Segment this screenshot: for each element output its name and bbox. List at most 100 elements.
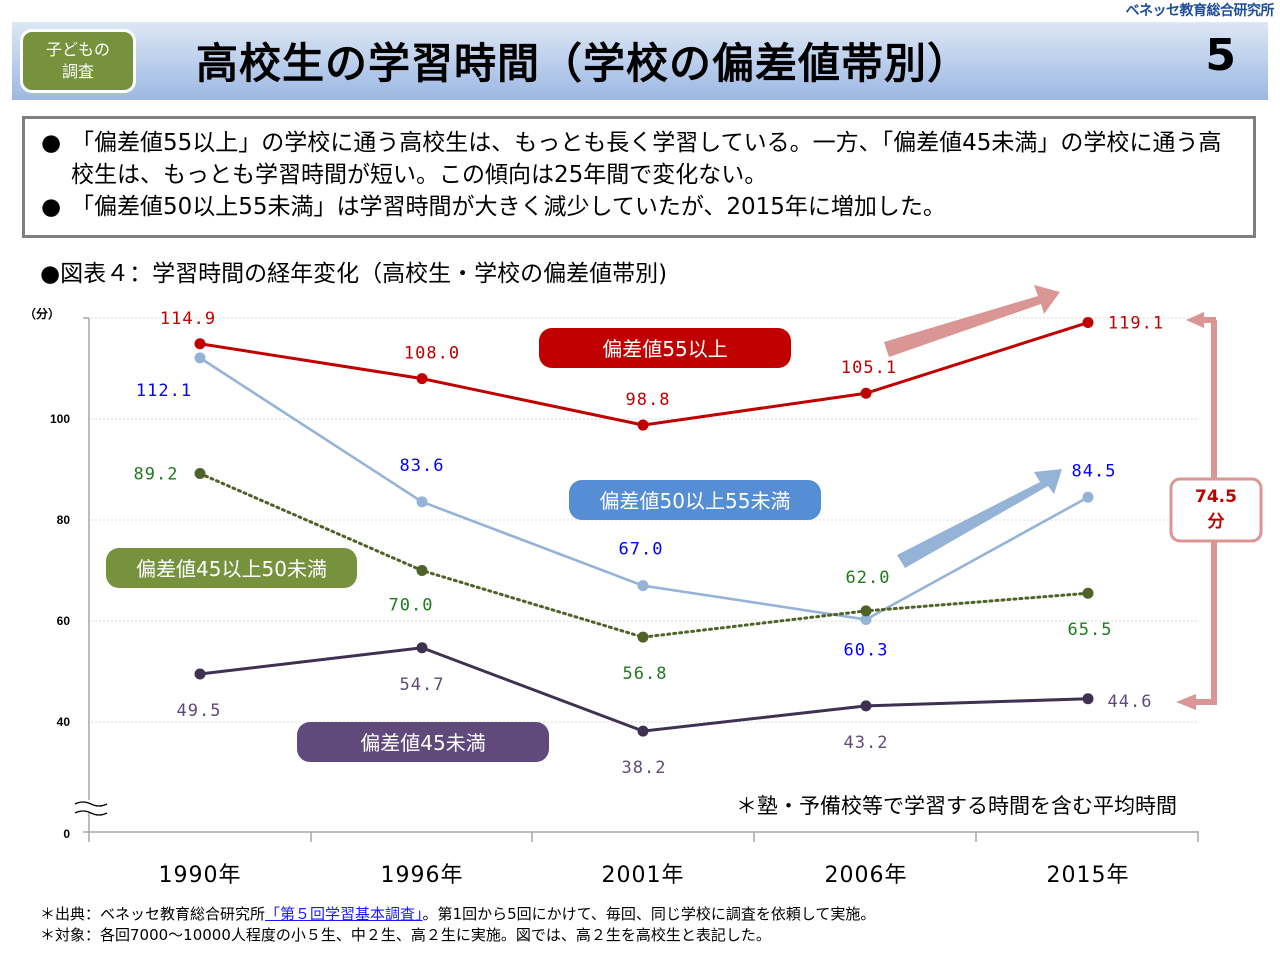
chart-note: ＊塾・予備校等で学習する時間を含む平均時間 (736, 794, 1177, 818)
data-label: 49.5 (177, 701, 222, 721)
red-trend-arrow-icon (884, 285, 1060, 357)
data-label: 56.8 (623, 664, 668, 684)
series-pill: 偏差値55以上 (539, 328, 791, 368)
footer-source: ＊出典：ベネッセ教育総合研究所「第５回学習基本調査」。第1回から5回にかけて、毎… (40, 904, 875, 925)
series-name: 偏差値50以上55未満 (600, 489, 791, 513)
series (194, 317, 1094, 737)
gap-arrow-bottom-icon (1176, 694, 1196, 710)
data-label: 89.2 (134, 465, 179, 485)
gap-box (1169, 477, 1263, 543)
data-label: 43.2 (844, 733, 889, 753)
y-tick-label: 80 (57, 513, 71, 527)
footer-source-prefix: ＊出典：ベネッセ教育総合研究所 (40, 905, 266, 923)
data-labels: 114.9 108.0 98.8 105.1 119.1 112.1 83.6 67.0 60.… (134, 309, 1164, 778)
figure-title: ●図表４：学習時間の経年変化（高校生・学校の偏差値帯別) (40, 261, 668, 287)
data-label: 84.5 (1072, 461, 1117, 481)
organization-name: ベネッセ教育総合研究所 (1125, 3, 1275, 19)
data-point (637, 725, 649, 737)
data-point (1082, 693, 1094, 705)
data-label: 62.0 (846, 568, 891, 588)
footer: ＊出典：ベネッセ教育総合研究所「第５回学習基本調査」。第1回から5回にかけて、毎… (40, 904, 875, 946)
badge-line-1: 子どもの (45, 40, 110, 59)
gap-value: 74.5 (1195, 487, 1237, 507)
pill-background (297, 722, 549, 762)
badge-line-2: 調査 (61, 62, 94, 81)
x-tick-label: 1996年 (381, 863, 464, 888)
data-label: 65.5 (1068, 620, 1113, 640)
series-pill: 偏差値50以上55未満 (569, 480, 821, 520)
x-tick-label: 1990年 (159, 863, 242, 888)
axis-break-gap (74, 800, 106, 812)
data-point (194, 352, 206, 364)
x-tick-label: 2001年 (602, 863, 685, 888)
series-pill: 偏差値45以上50未満 (106, 548, 357, 588)
gap-unit: 分 (1208, 512, 1225, 532)
footer-source-suffix: 。第1回から5回にかけて、毎回、同じ学校に調査を依頼して実施。 (422, 905, 876, 923)
gap-bracket: 74.5 分 (1169, 312, 1263, 710)
data-label: 108.0 (404, 344, 460, 364)
axis-break-icon (74, 810, 108, 816)
series-name: 偏差値45以上50未満 (136, 557, 327, 581)
data-point (1082, 317, 1094, 329)
summary-bullet: 「偏差値55以上」の学校に通う高校生は、もっとも長く学習している。一方、「偏差値… (41, 127, 1243, 191)
title-banner (12, 22, 1268, 100)
data-point (1082, 491, 1094, 503)
data-point (194, 338, 206, 350)
series-name: 偏差値55以上 (602, 337, 727, 361)
data-label: 114.9 (160, 309, 216, 329)
y-tick-label: 100 (50, 412, 70, 426)
data-point (194, 668, 206, 680)
footer-target: ＊対象：各回7000～10000人程度の小５生、中２生、高２生に実施。図では、高… (40, 926, 771, 944)
data-point (194, 468, 206, 480)
gap-arrow-top-icon (1186, 312, 1204, 328)
summary-bullet: 「偏差値50以上55未満」は学習時間が大きく減少していたが、2015年に増加した… (41, 191, 1243, 223)
series-line (199, 646, 1089, 733)
data-point (637, 631, 649, 643)
data-label: 98.8 (626, 390, 671, 410)
data-point (637, 419, 649, 431)
data-label: 70.0 (389, 596, 434, 616)
page-number: 5 (1205, 30, 1236, 81)
data-label: 83.6 (400, 456, 445, 476)
pill-background (106, 548, 357, 588)
series-pill: 偏差値45未満 (297, 722, 549, 762)
data-label: 60.3 (844, 640, 889, 660)
data-point (860, 613, 872, 625)
data-point (416, 642, 428, 654)
blue-trend-arrow-icon (897, 469, 1062, 568)
y-tick-label: 40 (57, 715, 71, 729)
data-point (416, 565, 428, 576)
summary-box: 「偏差値55以上」の学校に通う高校生は、もっとも長く学習している。一方、「偏差値… (22, 116, 1256, 238)
y-tick-label: 60 (57, 614, 71, 628)
data-point (637, 580, 649, 592)
data-label: 67.0 (619, 540, 664, 560)
pill-background (539, 328, 791, 368)
data-label: 119.1 (1108, 314, 1164, 334)
data-label: 105.1 (841, 358, 897, 378)
data-label: 112.1 (136, 381, 192, 401)
data-point (416, 496, 428, 508)
data-point (416, 373, 428, 385)
x-tick-label: 2015年 (1047, 863, 1130, 888)
data-point (1082, 587, 1094, 599)
y-axis-unit-label: （分） (24, 306, 60, 321)
data-point (860, 605, 872, 617)
data-point (860, 700, 872, 712)
axes: （分） 0 40 60 80 100 (24, 306, 1199, 842)
data-label: 44.6 (1108, 692, 1153, 712)
trend-arrows (884, 285, 1062, 568)
data-label: 38.2 (622, 758, 667, 778)
x-tick-label: 2006年 (825, 863, 908, 888)
series-name: 偏差値45未満 (360, 731, 485, 755)
data-point (860, 387, 872, 399)
category-badge: 子どもの 調査 (20, 29, 136, 93)
axis-break-icon (74, 801, 108, 807)
data-label: 54.7 (400, 675, 445, 695)
y-tick-label: 0 (63, 827, 70, 841)
x-tick-labels: 1990年 1996年 2001年 2006年 2015年 (159, 863, 1130, 888)
page-title: 高校生の学習時間（学校の偏差値帯別） (196, 39, 971, 88)
survey-link[interactable]: 「第５回学習基本調査」 (265, 905, 423, 923)
pill-background (569, 480, 821, 520)
